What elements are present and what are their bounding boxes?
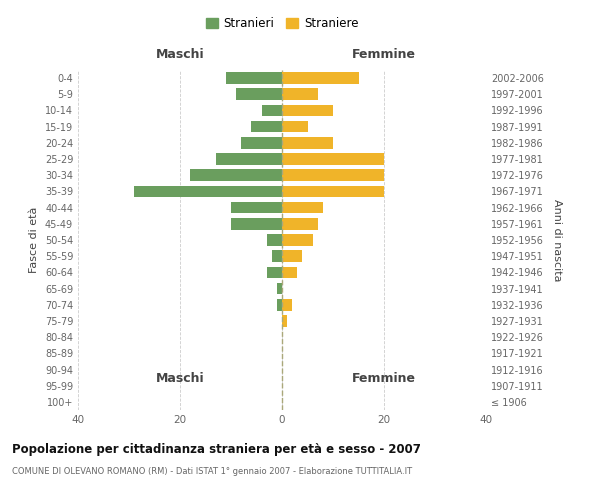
Bar bbox=[262, 104, 282, 117]
Bar bbox=[226, 72, 282, 84]
Bar bbox=[272, 250, 282, 262]
Text: COMUNE DI OLEVANO ROMANO (RM) - Dati ISTAT 1° gennaio 2007 - Elaborazione TUTTIT: COMUNE DI OLEVANO ROMANO (RM) - Dati IST… bbox=[12, 468, 412, 476]
Legend: Stranieri, Straniere: Stranieri, Straniere bbox=[202, 14, 362, 34]
Bar bbox=[236, 88, 282, 100]
Bar bbox=[267, 266, 282, 278]
Bar bbox=[251, 121, 282, 132]
Text: Femmine: Femmine bbox=[352, 48, 416, 62]
Bar bbox=[190, 170, 282, 181]
Bar bbox=[282, 266, 298, 278]
Bar bbox=[282, 186, 384, 198]
Bar bbox=[241, 137, 282, 148]
Bar bbox=[282, 170, 384, 181]
Text: Maschi: Maschi bbox=[155, 372, 205, 386]
Text: Femmine: Femmine bbox=[352, 372, 416, 386]
Bar bbox=[282, 137, 333, 148]
Bar bbox=[282, 234, 313, 246]
Bar bbox=[277, 282, 282, 294]
Bar bbox=[282, 88, 318, 100]
Bar bbox=[282, 299, 292, 310]
Bar bbox=[282, 315, 287, 327]
Y-axis label: Anni di nascita: Anni di nascita bbox=[552, 198, 562, 281]
Bar bbox=[216, 153, 282, 165]
Bar bbox=[282, 250, 302, 262]
Bar bbox=[282, 121, 308, 132]
Bar bbox=[282, 72, 359, 84]
Bar bbox=[277, 299, 282, 310]
Bar bbox=[282, 218, 318, 230]
Text: Popolazione per cittadinanza straniera per età e sesso - 2007: Popolazione per cittadinanza straniera p… bbox=[12, 442, 421, 456]
Bar bbox=[231, 202, 282, 213]
Bar bbox=[282, 202, 323, 213]
Bar bbox=[134, 186, 282, 198]
Text: Maschi: Maschi bbox=[155, 48, 205, 62]
Bar bbox=[282, 153, 384, 165]
Bar bbox=[231, 218, 282, 230]
Bar bbox=[282, 104, 333, 117]
Bar bbox=[267, 234, 282, 246]
Y-axis label: Fasce di età: Fasce di età bbox=[29, 207, 39, 273]
